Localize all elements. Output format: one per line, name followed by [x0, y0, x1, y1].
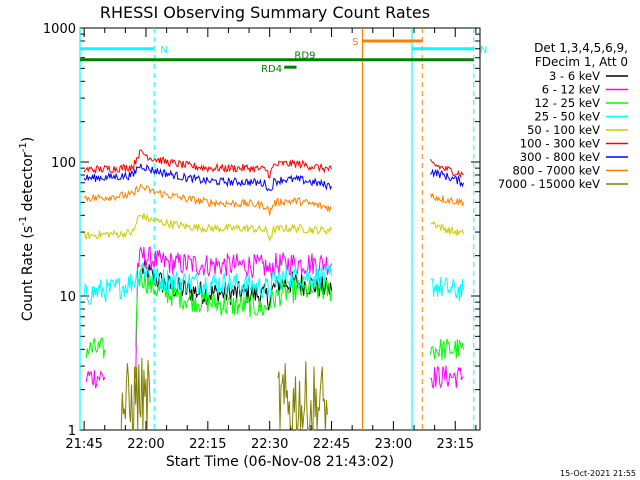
flag-label-n: N: [480, 45, 487, 56]
series-line-12-25-kev: [135, 268, 332, 348]
series-line-7000-15000-kev: [277, 361, 328, 432]
annotation-layer: [79, 28, 475, 430]
x-tick-label: 22:45: [313, 437, 350, 452]
legend-label-7000-15000-kev: 7000 - 15000 keV: [498, 177, 600, 191]
series-line-25-50-kev: [430, 276, 464, 302]
series-line-100-300-kev: [430, 158, 464, 179]
y-tick-label: 1000: [43, 22, 76, 37]
series-line-50-100-kev: [430, 221, 464, 236]
series-line-6-12-kev: [85, 370, 106, 389]
legend-label-12-25-kev: 12 - 25 keV: [534, 96, 600, 110]
series-line-800-7000-kev: [430, 192, 464, 207]
plot-frame: [79, 27, 481, 431]
y-tick-label: 1: [68, 424, 76, 439]
flag-label-n: N: [160, 45, 167, 56]
series-line-7000-15000-kev: [120, 357, 151, 431]
y-axis: 1 10 100 1000: [43, 22, 480, 439]
legend-header-line2: FDecim 1, Att 0: [535, 55, 628, 69]
y-tick-label: 10: [59, 290, 76, 305]
y-axis-label-sup1: -1: [18, 216, 29, 226]
x-tick-label: 22:30: [251, 437, 288, 452]
y-axis-label-part1: Count Rate (s: [20, 226, 36, 321]
series-line-800-7000-kev: [83, 183, 332, 216]
legend-label-6-12-kev: 6 - 12 keV: [542, 83, 600, 97]
legend-label-50-100-kev: 50 - 100 keV: [527, 123, 600, 137]
series-line-25-50-kev: [83, 261, 332, 305]
y-axis-label-part2: detector: [20, 152, 36, 216]
series-line-12-25-kev: [85, 337, 106, 359]
series-line-12-25-kev: [430, 338, 464, 361]
x-axis-label: Start Time (06-Nov-08 21:43:02): [166, 454, 394, 470]
legend-label-800-7000-kev: 800 - 7000 keV: [512, 164, 600, 178]
series-line-6-12-kev: [430, 365, 464, 389]
series-line-300-800-kev: [430, 168, 464, 188]
series-line-50-100-kev: [83, 213, 332, 241]
flag-label-s: S: [352, 37, 358, 48]
legend-label-25-50-kev: 25 - 50 keV: [534, 110, 600, 124]
chart-title: RHESSI Observing Summary Count Rates: [100, 3, 430, 22]
legend-label-100-300-kev: 100 - 300 keV: [520, 137, 600, 151]
x-tick-label: 23:15: [437, 437, 474, 452]
flag-label-rd9: RD9: [294, 51, 315, 62]
y-tick-label: 100: [51, 156, 76, 171]
footer-timestamp: 15-Oct-2021 21:55: [560, 469, 636, 478]
legend-header-line1: Det 1,3,4,5,6,9,: [534, 41, 628, 55]
flag-labels: N N S RD9 RD4: [160, 37, 487, 75]
series-layer: [83, 149, 464, 432]
legend-label-3-6-kev: 3 - 6 keV: [549, 69, 600, 83]
y-axis-label: Count Rate (s-1 detector-1): [18, 137, 36, 321]
x-tick-label: 23:00: [375, 437, 412, 452]
y-axis-label-sup2: -1: [18, 142, 29, 152]
x-tick-label: 22:15: [189, 437, 226, 452]
x-tick-label: 21:45: [65, 437, 102, 452]
y-axis-label-part3: ): [20, 137, 36, 142]
legend-label-300-800-kev: 300 - 800 keV: [520, 150, 600, 164]
series-line-300-800-kev: [83, 163, 332, 192]
flag-label-rd4: RD4: [261, 64, 282, 75]
x-axis: 21:45 22:00 22:15 22:30 22:45 23:00 23:15: [65, 28, 477, 452]
series-line-100-300-kev: [83, 149, 332, 179]
legend: Det 1,3,4,5,6,9, FDecim 1, Att 0 3 - 6 k…: [498, 41, 628, 191]
series-line-6-12-kev: [135, 245, 332, 379]
x-tick-label: 22:00: [127, 437, 164, 452]
